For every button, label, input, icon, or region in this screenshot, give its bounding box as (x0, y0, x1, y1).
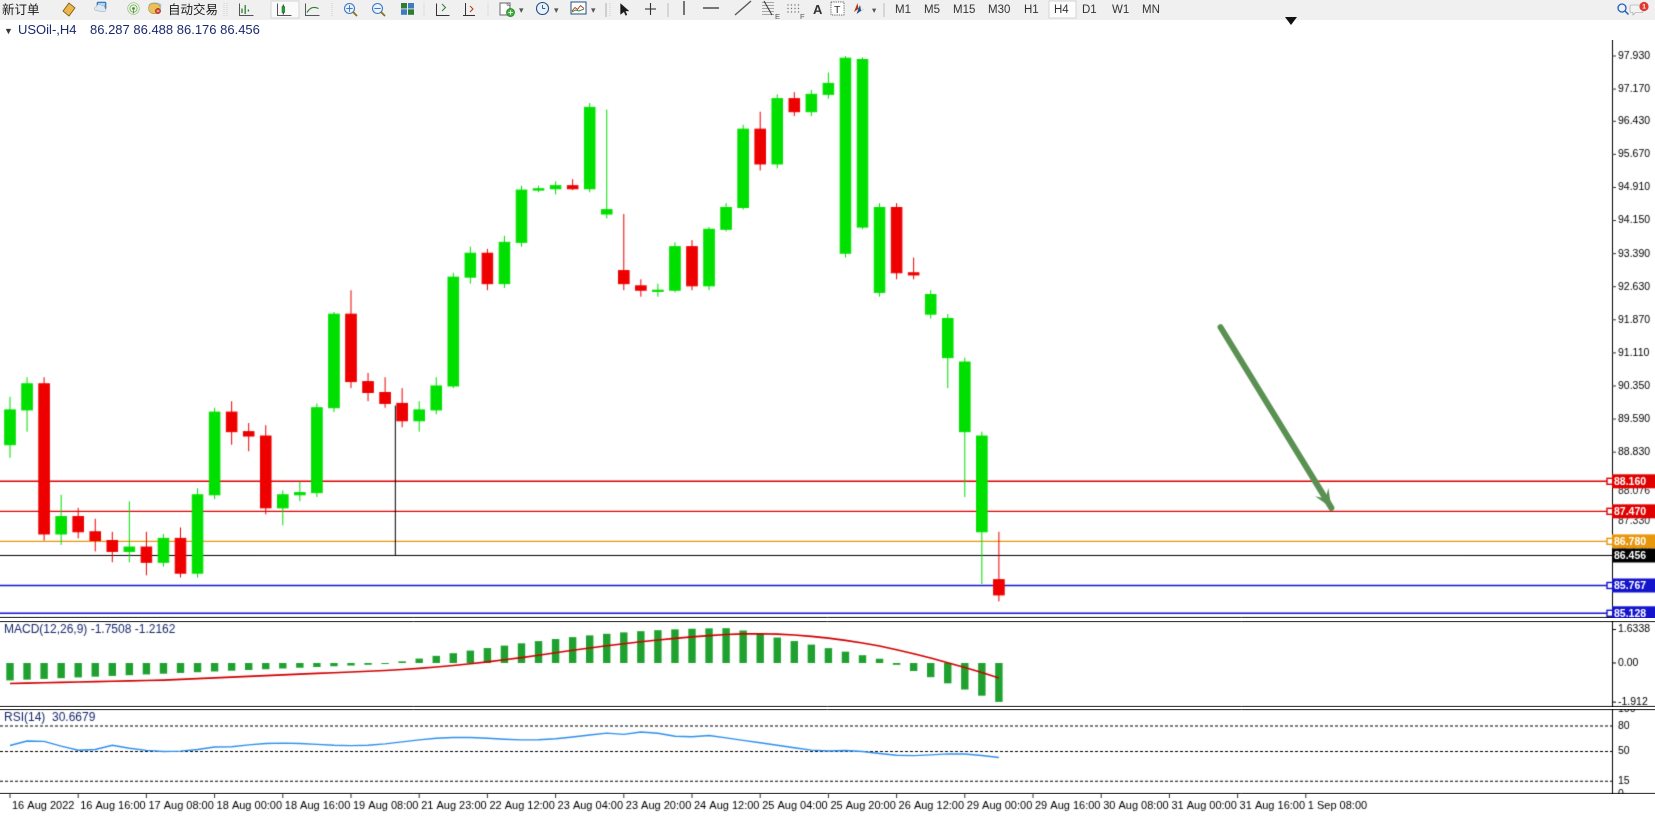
svg-text:M5: M5 (924, 4, 940, 16)
svg-text:E: E (775, 12, 780, 20)
svg-text:▾: ▾ (519, 5, 524, 15)
svg-text:H4: H4 (1054, 4, 1069, 16)
svg-text:▾: ▾ (872, 5, 877, 15)
svg-text:自动交易: 自动交易 (168, 2, 218, 17)
svg-text:新订单: 新订单 (2, 2, 40, 17)
svg-text:M30: M30 (988, 4, 1010, 16)
svg-text:F: F (800, 12, 805, 20)
svg-text:H1: H1 (1024, 4, 1039, 16)
svg-text:A: A (813, 2, 823, 17)
svg-text:▾: ▾ (554, 5, 559, 15)
svg-text:D1: D1 (1082, 4, 1097, 16)
svg-text:86.287 86.488 86.176 86.456: 86.287 86.488 86.176 86.456 (90, 22, 260, 37)
svg-text:M15: M15 (953, 4, 975, 16)
svg-text:USOil-,H4: USOil-,H4 (18, 22, 77, 37)
svg-text:T: T (834, 4, 841, 16)
svg-text:M1: M1 (895, 4, 911, 16)
svg-text:▾: ▾ (591, 5, 596, 15)
svg-text:1: 1 (1642, 4, 1646, 11)
svg-text:▼: ▼ (4, 26, 13, 36)
svg-text:W1: W1 (1112, 4, 1129, 16)
svg-text:MN: MN (1142, 4, 1160, 16)
